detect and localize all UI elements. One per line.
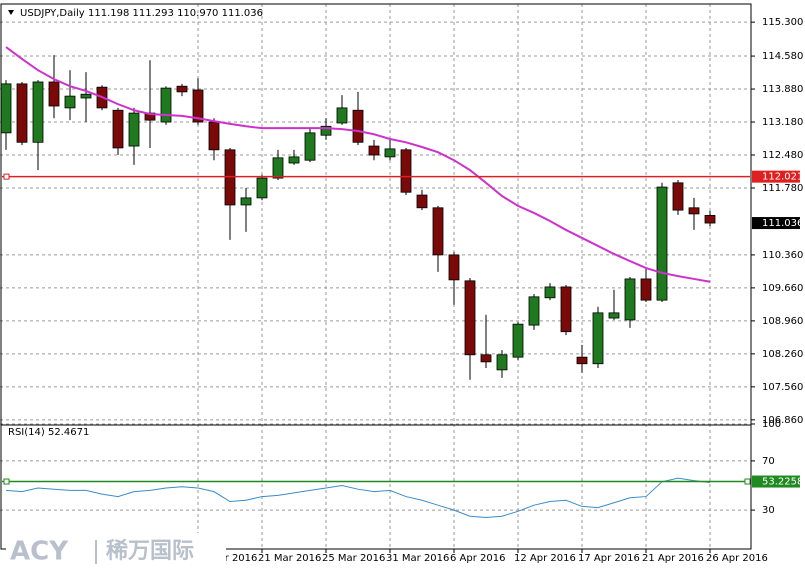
last-price-label: 111.036: [762, 218, 803, 229]
x-tick-label: 17 Apr 2016: [578, 553, 640, 564]
candle-body: [288, 156, 300, 164]
y-tick-label: 108.260: [762, 349, 803, 360]
watermark-name: 稀万国际: [106, 538, 194, 564]
y-tick-label: 112.480: [762, 150, 803, 161]
y-tick-label: 30: [762, 505, 775, 516]
candle-body: [256, 177, 268, 199]
candle-body: [224, 149, 236, 206]
candle-body: [576, 356, 588, 365]
x-tick-label: 31 Mar 2016: [386, 553, 449, 564]
candle-body: [32, 81, 44, 143]
level-label: 112.021: [762, 172, 803, 183]
candle-body: [656, 186, 668, 301]
candle-body: [48, 81, 60, 107]
plot-frame: [0, 3, 752, 550]
x-tick-label: 6 Apr 2016: [450, 553, 505, 564]
watermark-brand: ACY: [10, 537, 69, 567]
candle-body: [272, 157, 284, 179]
candle-body: [0, 83, 12, 134]
candle-body: [304, 132, 316, 161]
x-tick-label: 21 Mar 2016: [258, 553, 321, 564]
label-layer: 115.300 114.580 113.880 113.180 112.480 111.7…: [194, 17, 803, 564]
candle-body: [432, 207, 444, 256]
y-tick-label: 106.860: [762, 415, 803, 426]
rsi-level-label: 53.2258: [762, 477, 803, 488]
candle-body: [544, 286, 556, 299]
y-tick-label: 100: [762, 419, 781, 430]
candle-body: [512, 323, 524, 358]
x-tick-label: 25 Mar 2016: [322, 553, 385, 564]
candle-body: [352, 109, 364, 143]
candle-body: [624, 278, 636, 321]
ohlc-header: 111.198 111.293 110.970 111.036: [88, 8, 263, 19]
y-tick-label: 114.580: [762, 51, 803, 62]
candle-body: [176, 85, 188, 93]
chart-title: USDJPY,Daily: [20, 8, 85, 19]
x-tick-label: 26 Apr 2016: [706, 553, 768, 564]
rsi-level-label-bg: [752, 475, 800, 488]
y-tick-label: 113.880: [762, 84, 803, 95]
y-tick-label: 110.360: [762, 250, 803, 261]
y-tick-label: 109.660: [762, 283, 803, 294]
candle-body: [64, 95, 76, 109]
candle-body: [160, 87, 172, 123]
candle-body: [336, 107, 348, 124]
candle-body: [208, 121, 220, 151]
candle-body: [560, 286, 572, 333]
candle-body: [592, 312, 604, 365]
y-tick-label: 111.780: [762, 183, 803, 194]
candle-body: [640, 278, 652, 301]
level-label-bg: [752, 170, 800, 183]
rsi-line: [5, 477, 711, 518]
candle-body: [128, 112, 140, 147]
x-tick-label: 12 Apr 2016: [514, 553, 576, 564]
y-tick-label: 113.180: [762, 117, 803, 128]
candle-body: [400, 149, 412, 193]
candle-body: [464, 280, 476, 356]
rsi-level-handle: [3, 478, 10, 485]
watermark-bg: [6, 533, 226, 571]
menu-arrow: [8, 10, 14, 15]
rsi-level-handle: [744, 478, 751, 485]
y-tick-label: 115.300: [762, 17, 803, 28]
y-tick-label: 70: [762, 456, 775, 467]
candle-body: [480, 354, 492, 363]
last-price-bg: [752, 217, 800, 230]
y-tick-label: 107.560: [762, 382, 803, 393]
candle-body: [528, 296, 540, 326]
candle-body: [112, 109, 124, 149]
moving-average: [5, 46, 711, 283]
candle-body: [496, 354, 508, 371]
candle-body: [16, 83, 28, 143]
y-tick-label: 108.960: [762, 316, 803, 327]
candle-body: [192, 89, 204, 123]
candle-body: [416, 194, 428, 209]
candle-body: [448, 254, 460, 281]
candle-body: [672, 182, 684, 211]
x-tick-label: 21 Apr 2016: [642, 553, 704, 564]
candle-body: [368, 145, 380, 156]
mark-layer: [0, 46, 751, 518]
candle-body: [240, 197, 252, 206]
rsi-title: RSI(14) 52.4671: [8, 427, 89, 438]
candle-body: [80, 93, 92, 99]
candle-body: [608, 312, 620, 319]
level-handle: [3, 173, 10, 180]
candle-body: [704, 215, 716, 224]
candle-body: [384, 148, 396, 158]
candle-body: [688, 207, 700, 215]
candle-body: [320, 125, 332, 136]
